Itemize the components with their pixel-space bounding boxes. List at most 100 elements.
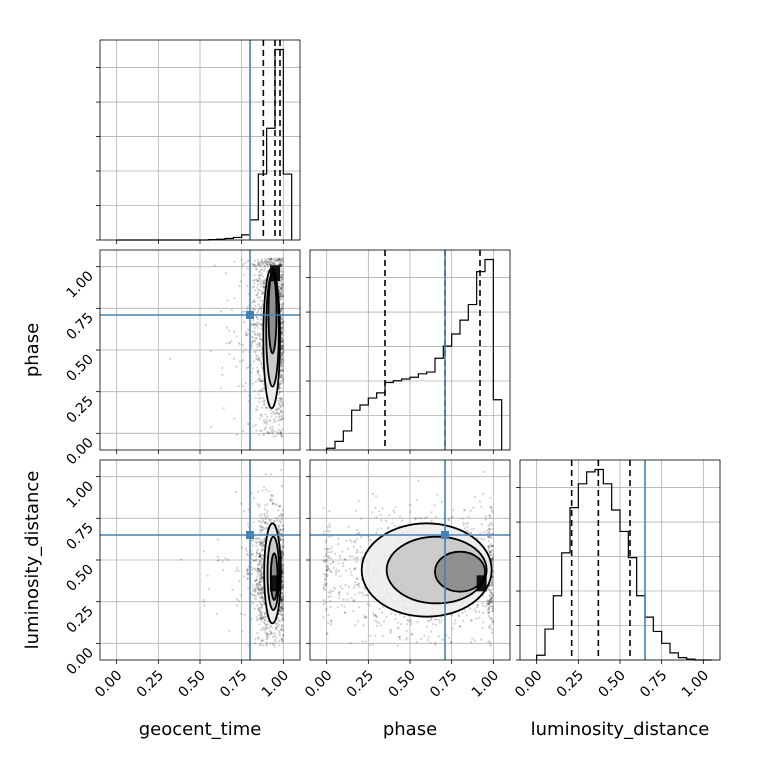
sample-point [279,290,282,293]
sample-point [259,617,262,620]
sample-point [448,519,451,522]
sample-point [261,260,264,264]
sample-point [350,540,353,543]
density-panel-geocent-time-vs-phase [99,249,301,454]
sample-point [271,260,274,263]
sample-point [266,637,269,641]
sample-point [269,260,273,263]
sample-point [487,536,490,539]
sample-point [258,644,261,647]
sample-point [261,565,264,568]
sample-point [272,261,275,264]
sample-point [260,614,263,617]
sample-point [281,291,284,295]
sample-point [254,263,257,267]
sample-point [260,557,264,560]
sample-point [282,571,285,575]
sample-point [491,588,495,591]
sample-point [268,258,272,262]
sample-point [256,591,259,595]
sample-point [490,583,493,586]
sample-point [355,560,358,563]
sample-point [262,601,266,604]
sample-point [219,387,222,390]
sample-point [281,608,284,612]
sample-point [243,388,247,391]
sample-point [255,619,258,622]
sample-point [265,644,268,647]
sample-point [255,324,258,327]
sample-point [233,297,236,300]
sample-point [259,612,263,616]
y-axis-label-phase: phase [22,323,43,377]
sample-point [252,323,255,326]
sample-point [255,316,258,319]
sample-point [489,550,492,553]
sample-point [259,553,262,557]
sample-point [281,618,285,621]
sample-point [263,257,266,261]
sample-point [261,292,264,295]
sample-point [275,258,278,261]
sample-point [255,558,258,561]
sample-point [281,339,284,342]
sample-point [488,551,491,554]
sample-point [280,434,283,437]
sample-point [272,501,275,505]
sample-point [279,431,282,435]
sample-point [282,539,285,542]
sample-point [281,608,285,611]
sample-point [490,581,493,585]
sample-point [353,557,356,560]
sample-point [491,524,494,527]
sample-point [262,397,265,400]
sample-point [487,527,490,530]
sample-point [281,561,285,565]
sample-point [235,490,238,493]
sample-point [278,258,281,262]
sample-point [279,260,283,263]
sample-point [260,593,263,596]
sample-point [240,258,243,261]
sample-point [261,279,265,282]
sample-point [257,358,260,362]
sample-point [358,531,361,534]
sample-point [281,321,285,325]
sample-point [281,628,284,631]
sample-point [266,515,270,518]
sample-point [273,263,276,266]
sample-point [280,288,283,291]
sample-point [250,345,253,348]
sample-point [409,510,412,514]
sample-point [258,525,262,528]
sample-point [277,530,280,533]
sample-point [435,618,438,621]
sample-point [226,558,230,561]
sample-point [260,429,263,432]
sample-point [258,263,261,266]
sample-point [281,331,284,334]
sample-point [327,595,330,599]
sample-point [260,557,263,560]
sample-point [257,356,261,360]
sample-point [280,603,284,606]
sample-point [440,501,444,504]
sample-point [281,571,284,575]
sample-point [414,517,417,521]
sample-point [279,294,283,297]
sample-point [279,375,282,378]
sample-point [281,294,284,298]
sample-point [278,386,281,389]
sample-point [261,541,264,544]
sample-point [257,567,260,571]
sample-point [256,286,259,289]
sample-point [255,278,258,281]
x-tick-label: 0.75 [217,668,250,701]
sample-point [256,503,259,506]
sample-point [242,350,245,353]
sample-point [329,562,332,565]
sample-point [281,546,285,549]
sample-point [355,548,358,552]
sample-point [490,548,494,551]
sample-point [251,339,254,343]
